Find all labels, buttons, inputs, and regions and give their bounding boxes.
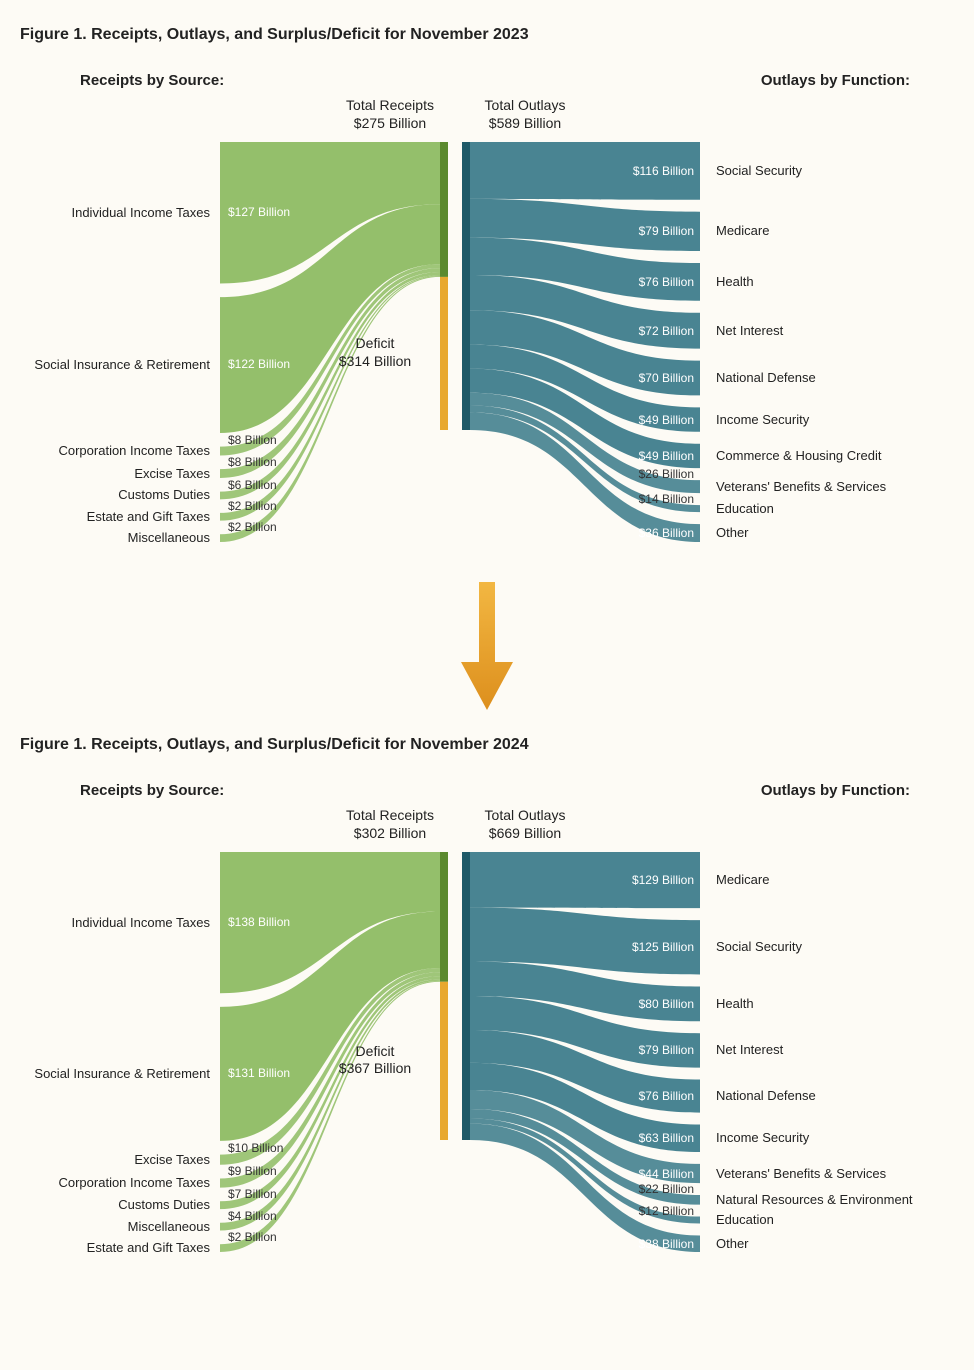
outlay-label: Natural Resources & Environment — [716, 1192, 913, 1207]
receipt-value: $4 Billion — [228, 1209, 277, 1223]
total-outlays-label: Total Outlays $589 Billion — [465, 97, 585, 132]
outlay-label: Health — [716, 274, 754, 289]
outlay-label: Education — [716, 1212, 774, 1227]
outlay-label: Veterans' Benefits & Services — [716, 1166, 886, 1181]
receipt-label: Customs Duties — [20, 487, 210, 502]
receipt-label: Social Insurance & Retirement — [20, 1066, 210, 1081]
outlay-value: $80 Billion — [639, 997, 694, 1011]
outlay-value: $49 Billion — [639, 413, 694, 427]
outlay-value: $38 Billion — [639, 1237, 694, 1251]
receipt-value: $9 Billion — [228, 1164, 277, 1178]
outlay-value: $76 Billion — [639, 1089, 694, 1103]
outlay-value: $79 Billion — [639, 1043, 694, 1057]
outlays-header: Outlays by Function: — [761, 782, 910, 799]
outlay-label: Income Security — [716, 412, 809, 427]
receipt-value: $138 Billion — [228, 915, 290, 929]
receipt-label: Customs Duties — [20, 1197, 210, 1212]
deficit-value: $314 Billion — [339, 353, 411, 369]
receipt-label: Individual Income Taxes — [20, 205, 210, 220]
receipt-value: $131 Billion — [228, 1066, 290, 1080]
receipt-label: Individual Income Taxes — [20, 915, 210, 930]
sankey-chart-2024: Receipts by Source: Outlays by Function: T… — [20, 772, 950, 1272]
receipt-value: $8 Billion — [228, 455, 277, 469]
deficit-value: $367 Billion — [339, 1060, 411, 1076]
outlay-value: $72 Billion — [639, 324, 694, 338]
outlay-value: $76 Billion — [639, 275, 694, 289]
total-outlays-text: Total Outlays — [485, 97, 566, 113]
outlay-label: Other — [716, 525, 749, 540]
outlay-label: Veterans' Benefits & Services — [716, 479, 886, 494]
deficit-label: Deficit$367 Billion — [320, 1043, 430, 1078]
outlay-value: $129 Billion — [632, 873, 694, 887]
receipt-label: Estate and Gift Taxes — [20, 509, 210, 524]
total-receipts-text: Total Receipts — [346, 97, 434, 113]
outlay-value: $116 Billion — [633, 164, 694, 178]
receipt-label: Miscellaneous — [20, 530, 210, 545]
outlay-value: $63 Billion — [639, 1131, 694, 1145]
outlay-value: $26 Billion — [639, 467, 694, 481]
total-outlays-value: $669 Billion — [489, 825, 561, 841]
total-outlays-label: Total Outlays $669 Billion — [465, 807, 585, 842]
receipt-value: $6 Billion — [228, 478, 277, 492]
total-outlays-value: $589 Billion — [489, 115, 561, 131]
total-receipts-label: Total Receipts $275 Billion — [330, 97, 450, 132]
receipt-label: Corporation Income Taxes — [20, 443, 210, 458]
total-outlays-text: Total Outlays — [485, 807, 566, 823]
outlay-label: Social Security — [716, 163, 802, 178]
receipt-label: Corporation Income Taxes — [20, 1175, 210, 1190]
deficit-text: Deficit — [356, 335, 395, 351]
receipt-value: $2 Billion — [228, 520, 277, 534]
receipt-value: $122 Billion — [228, 357, 290, 371]
receipt-value: $8 Billion — [228, 433, 277, 447]
outlay-label: Medicare — [716, 223, 769, 238]
outlay-label: Net Interest — [716, 1042, 783, 1057]
total-receipts-value: $275 Billion — [354, 115, 426, 131]
outlay-value: $14 Billion — [639, 492, 694, 506]
receipts-header: Receipts by Source: — [80, 782, 224, 799]
outlay-value: $36 Billion — [639, 526, 694, 540]
receipt-label: Excise Taxes — [20, 1152, 210, 1167]
outlay-value: $125 Billion — [632, 940, 694, 954]
receipt-value: $2 Billion — [228, 499, 277, 513]
outlays-header: Outlays by Function: — [761, 72, 910, 89]
deficit-label: Deficit $314 Billion — [320, 335, 430, 370]
receipt-label: Miscellaneous — [20, 1219, 210, 1234]
figure-title-2024: Figure 1. Receipts, Outlays, and Surplus… — [20, 736, 954, 754]
receipts-header: Receipts by Source: — [80, 72, 224, 89]
receipt-value: $127 Billion — [228, 205, 290, 219]
outlay-label: Other — [716, 1236, 749, 1251]
outlay-label: National Defense — [716, 370, 816, 385]
sankey-chart-2023: Receipts by Source: Outlays by Function: T… — [20, 62, 950, 562]
total-receipts-text: Total Receipts — [346, 807, 434, 823]
receipt-value: $2 Billion — [228, 1230, 277, 1244]
outlay-label: Social Security — [716, 939, 802, 954]
outlay-label: Health — [716, 996, 754, 1011]
outlay-value: $22 Billion — [639, 1182, 694, 1196]
outlay-value: $12 Billion — [639, 1204, 694, 1218]
outlay-label: Education — [716, 501, 774, 516]
total-receipts-label: Total Receipts $302 Billion — [330, 807, 450, 842]
receipt-label: Social Insurance & Retirement — [20, 357, 210, 372]
outlay-label: Commerce & Housing Credit — [716, 448, 881, 463]
arrow-down-icon — [457, 582, 517, 712]
outlay-label: Net Interest — [716, 323, 783, 338]
receipt-value: $10 Billion — [228, 1141, 283, 1155]
outlay-value: $70 Billion — [639, 371, 694, 385]
outlay-value: $44 Billion — [639, 1167, 694, 1181]
deficit-text: Deficit — [356, 1043, 395, 1059]
receipt-value: $7 Billion — [228, 1187, 277, 1201]
receipt-label: Excise Taxes — [20, 466, 210, 481]
outlay-value: $79 Billion — [639, 224, 694, 238]
outlay-label: Income Security — [716, 1130, 809, 1145]
outlay-value: $49 Billion — [639, 449, 694, 463]
receipt-label: Estate and Gift Taxes — [20, 1240, 210, 1255]
outlay-label: Medicare — [716, 872, 769, 887]
figure-title-2023: Figure 1. Receipts, Outlays, and Surplus… — [20, 26, 954, 44]
outlay-label: National Defense — [716, 1088, 816, 1103]
total-receipts-value: $302 Billion — [354, 825, 426, 841]
